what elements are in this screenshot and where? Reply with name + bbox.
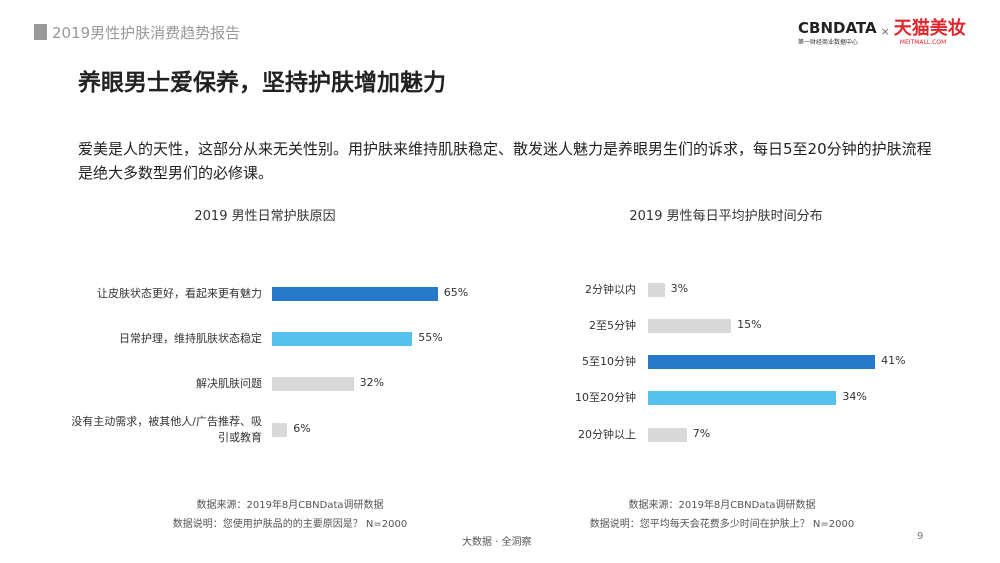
tmall-logo-sub: MEITMALL.COM (899, 39, 947, 46)
tmall-logo: 天猫美妆 (893, 18, 966, 39)
bar (272, 423, 288, 437)
page-title: 养眼男士爱保养，坚持护肤增加魅力 (78, 70, 446, 96)
value-label: 55% (418, 331, 443, 344)
data-note: 数据说明：您平均每天会花费多少时间在护肤上？ N=2000 (589, 519, 855, 530)
bar (648, 283, 665, 297)
footer-slogan: 大数据 · 全洞察 (462, 537, 532, 548)
bar (272, 287, 438, 301)
bar (272, 377, 354, 391)
cbndata-logo-sub: 第一财经商业数据中心 (798, 39, 859, 46)
tmall-logo-block: 天猫美妆 MEITMALL.COM (894, 18, 966, 47)
value-label: 34% (842, 390, 867, 403)
value-label: 3% (670, 282, 689, 295)
logo-group: CBNDATA 第一财经商业数据中心 × 天猫美妆 MEITMALL.COM (798, 18, 966, 47)
category-label: 日常护理，维持肌肤状态稳定 (119, 332, 262, 345)
category-label: 5至10分钟 (582, 355, 636, 368)
cbndata-logo-block: CBNDATA 第一财经商业数据中心 (798, 18, 877, 47)
category-label: 解决肌肤问题 (196, 377, 262, 390)
value-label: 32% (359, 376, 385, 389)
description: 爱美是人的天性，这部分从来无关性别。用护肤来维持肌肤稳定、散发迷人魅力是养眼男生… (78, 140, 932, 182)
value-label: 6% (293, 422, 311, 435)
bar (272, 332, 413, 346)
cbndata-logo: CBNDATA (798, 19, 877, 37)
header-marker (34, 24, 47, 40)
bar (648, 428, 687, 442)
value-label: 65% (443, 286, 469, 299)
logo-separator: × (880, 25, 890, 38)
chart-title: 2019 男性日常护肤原因 (194, 209, 336, 224)
bar (648, 391, 837, 405)
category-label: 没有主动需求，被其他人/广告推荐、吸引或教育 (71, 415, 262, 444)
page-number: 9 (917, 531, 924, 542)
value-label: 7% (692, 427, 711, 440)
chart-title: 2019 男性每日平均护肤时间分布 (629, 209, 823, 224)
category-label: 2分钟以内 (585, 283, 636, 296)
source-note: 数据来源：2019年8月CBNData调研数据 (196, 500, 384, 511)
data-note: 数据说明：您使用护肤品的的主要原因是？ N=2000 (172, 519, 408, 530)
value-label: 15% (737, 318, 762, 331)
bar (648, 319, 732, 333)
bar (648, 355, 876, 369)
category-label: 20分钟以上 (578, 428, 636, 441)
category-label: 10至20分钟 (575, 391, 636, 404)
report-name: 2019男性护肤消费趋势报告 (52, 24, 241, 42)
category-label: 2至5分钟 (589, 319, 636, 332)
source-note: 数据来源：2019年8月CBNData调研数据 (628, 500, 816, 511)
value-label: 41% (881, 354, 906, 367)
category-label: 让皮肤状态更好，看起来更有魅力 (97, 287, 262, 300)
